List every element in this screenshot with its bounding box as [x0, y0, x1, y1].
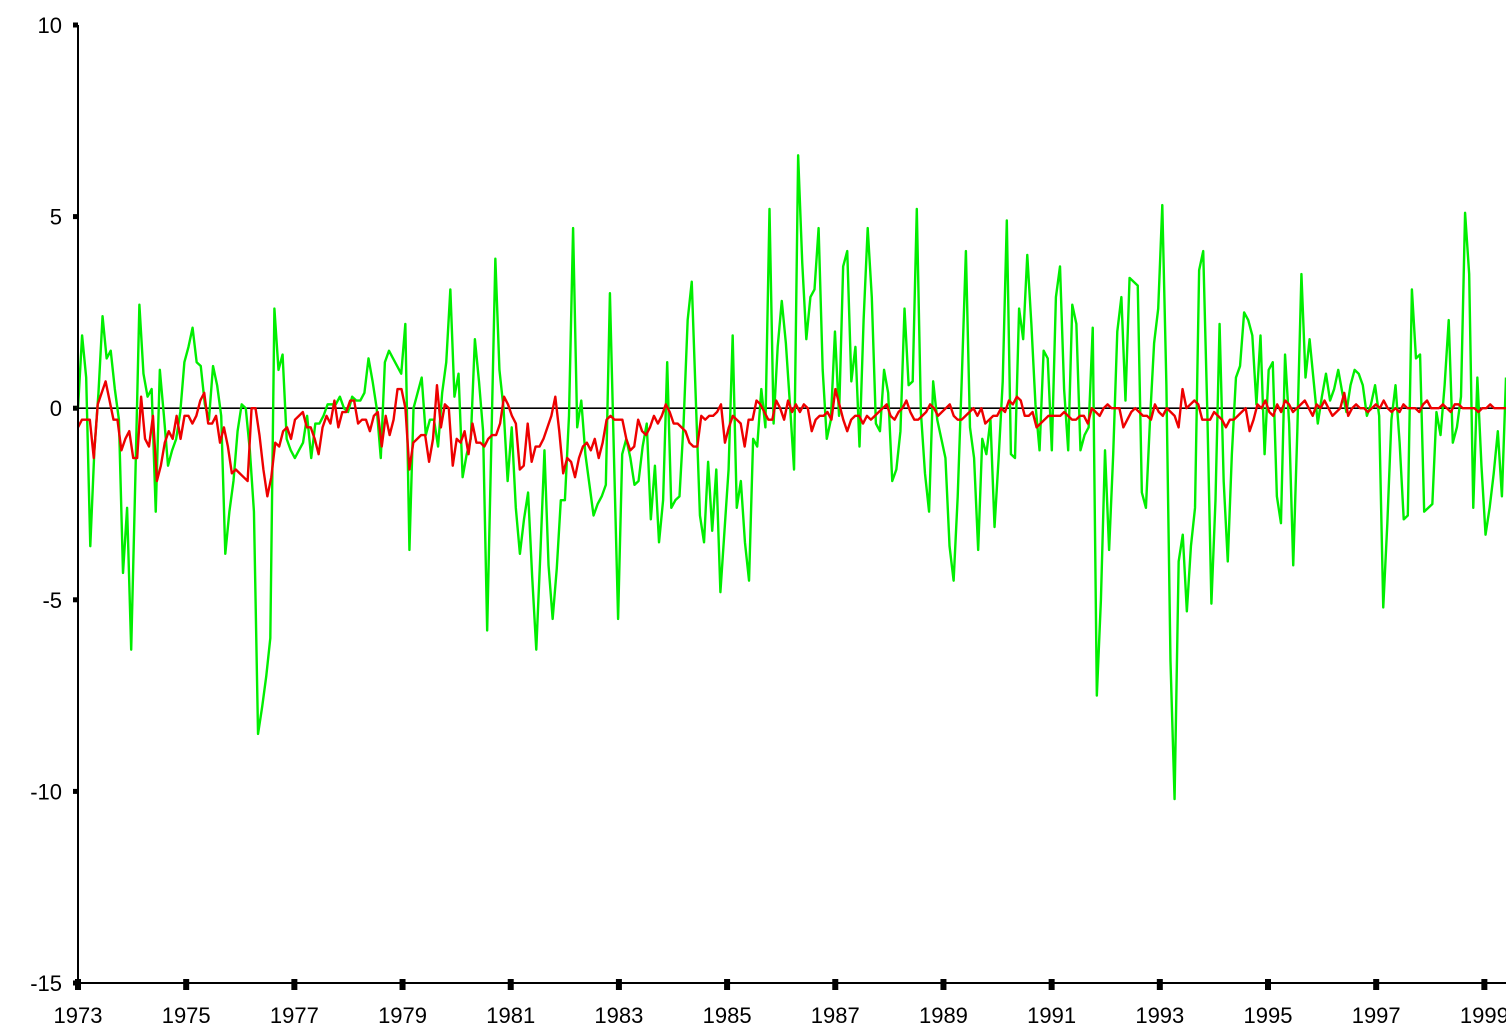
- y-tick-label: -10: [30, 779, 62, 804]
- y-axis-ticks: 10 5 0 -5 -10 -15: [30, 13, 78, 996]
- x-tick-mark: [1373, 979, 1380, 990]
- y-tick-mark: [73, 788, 78, 794]
- x-tick-mark: [507, 979, 514, 990]
- x-tick-label: 1987: [811, 1003, 860, 1027]
- x-tick-label: 1981: [486, 1003, 535, 1027]
- y-tick-label: -15: [30, 971, 62, 996]
- series-line-2: [76, 380, 1506, 498]
- x-tick-label: 1975: [162, 1003, 211, 1027]
- x-tick-label: 1989: [919, 1003, 968, 1027]
- x-axis-ticks: 1973 1975 1977 1979 1981 1983 1985 1987 1989 1991…: [54, 979, 1506, 1027]
- x-tick-mark: [724, 979, 731, 990]
- x-tick-label: 1979: [378, 1003, 427, 1027]
- x-tick-mark: [832, 979, 839, 990]
- y-tick-label: -5: [42, 588, 62, 613]
- series-line-1: [76, 154, 1506, 801]
- x-tick-mark: [1265, 979, 1271, 990]
- x-tick-label: 1993: [1135, 1003, 1184, 1027]
- x-tick-mark: [940, 979, 947, 990]
- x-tick-mark: [1481, 979, 1488, 990]
- x-tick-label: 1985: [703, 1003, 752, 1027]
- x-tick-mark: [1156, 979, 1163, 990]
- x-tick-label: 1973: [54, 1003, 103, 1027]
- x-tick-label: 1995: [1244, 1003, 1293, 1027]
- y-tick-label: 0: [50, 396, 62, 421]
- y-tick-mark: [73, 214, 78, 220]
- y-tick-mark: [73, 597, 78, 603]
- y-tick-mark: [73, 22, 78, 28]
- x-tick-mark: [399, 979, 406, 990]
- x-tick-label: 1999: [1460, 1003, 1506, 1027]
- y-tick-mark: [73, 405, 78, 411]
- y-tick-label: 10: [38, 13, 62, 38]
- x-tick-mark: [183, 979, 190, 990]
- x-tick-mark: [75, 979, 81, 990]
- x-tick-mark: [615, 979, 622, 990]
- y-tick-label: 5: [50, 205, 62, 230]
- x-tick-label: 1977: [270, 1003, 319, 1027]
- x-tick-label: 1991: [1027, 1003, 1076, 1027]
- series-layer: [76, 154, 1506, 801]
- x-tick-mark: [291, 979, 298, 990]
- x-tick-label: 1983: [594, 1003, 643, 1027]
- x-tick-mark: [1048, 979, 1055, 990]
- x-tick-label: 1997: [1352, 1003, 1401, 1027]
